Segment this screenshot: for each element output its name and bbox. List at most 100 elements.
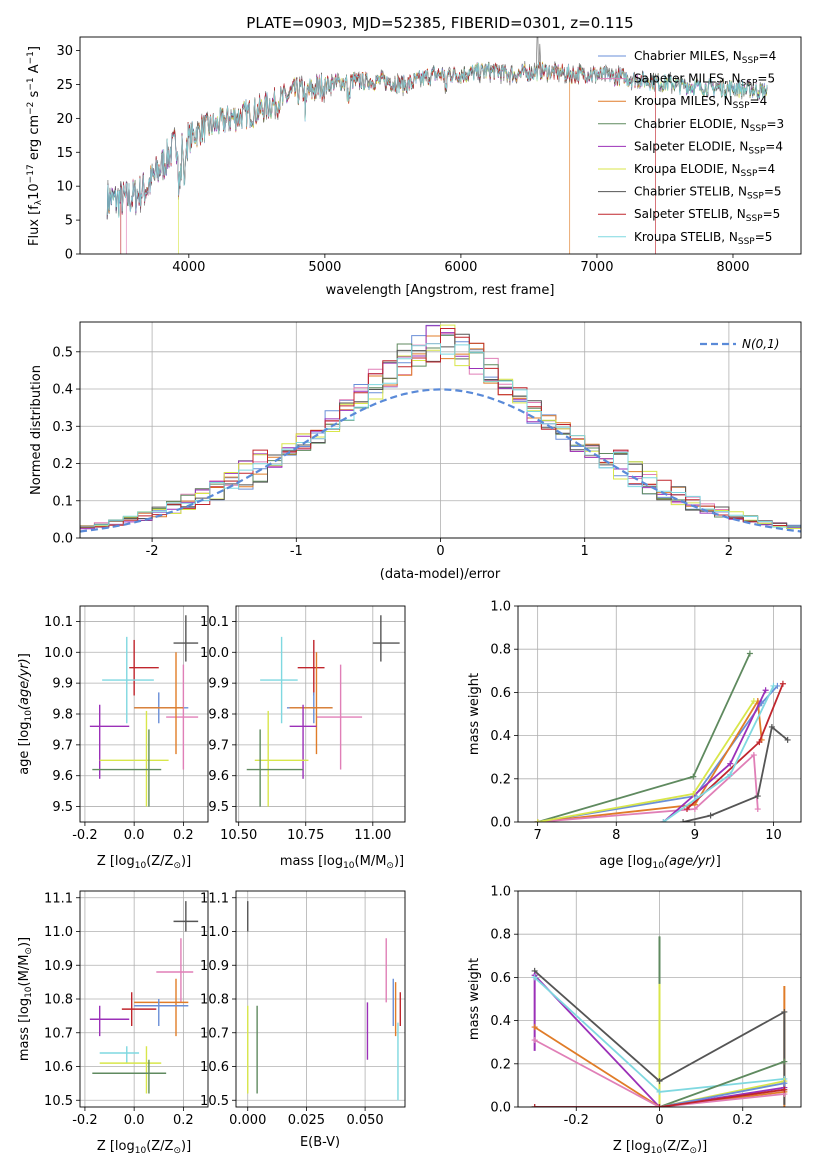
y-tick-label: 10.6: [200, 1060, 229, 1075]
label-part: )]: [181, 854, 191, 869]
axes-frame: [517, 605, 802, 823]
y-tick-label: 0.0: [490, 1101, 511, 1116]
subscript: SSP: [741, 79, 758, 89]
z-weight-x-label: Z [log10(Z/Z⊙)]: [613, 1139, 707, 1156]
subscript: ⊙: [24, 947, 34, 955]
spectrum-legend: Chabrier MILES, NSSP=4 Salpeter MILES, NS…: [598, 49, 784, 247]
y-tick-label: 9.6: [52, 769, 73, 784]
label-part: (age/yr): [664, 854, 716, 869]
legend-label: Salpeter ELODIE, NSSP=4: [634, 139, 783, 156]
subscript: ⊙: [689, 1146, 697, 1156]
y-tick-label: 0.2: [52, 457, 73, 472]
spectrum-model-line: [120, 62, 656, 254]
legend-value: =4: [750, 94, 768, 108]
legend-value: =5: [763, 207, 781, 221]
x-tick-label: 10.50: [220, 828, 257, 843]
y-tick-label: 0.4: [490, 729, 511, 744]
subscript: ⊙: [173, 1146, 181, 1156]
x-tick-label: 6000: [444, 260, 477, 275]
y-tick-label: 10.0: [44, 646, 73, 661]
age-weight-x-label: age [log10(age/yr)]: [599, 854, 721, 871]
plot-area: [246, 615, 400, 807]
residual-x-label: (data-model)/error: [380, 567, 501, 582]
subscript: SSP: [742, 56, 759, 66]
spectrum-x-label: wavelength [Angstrom, rest frame]: [326, 283, 555, 298]
x-tick-label: 0.2: [173, 1113, 194, 1128]
subscript: 10: [24, 986, 34, 998]
weight-marker: [781, 1058, 788, 1065]
label-part: erg cm: [27, 115, 42, 164]
y-tick-label: 0.0: [490, 816, 511, 831]
label-part: (age/yr): [17, 658, 32, 710]
y-tick-label: 0.8: [490, 643, 511, 658]
plot-area: [106, 37, 768, 254]
legend-value: =4: [757, 162, 775, 176]
legend-label: Chabrier STELIB, NSSP=5: [634, 185, 782, 202]
legend-label: Salpeter MILES, NSSP=5: [634, 72, 775, 89]
x-tick-label: 5000: [308, 260, 341, 275]
x-tick-label: 10.75: [287, 828, 324, 843]
y-tick-label: 20: [56, 112, 73, 127]
y-tick-label: 0.1: [52, 494, 73, 509]
y-tick-label: 10.0: [200, 646, 229, 661]
y-tick-label: 0: [65, 248, 73, 263]
label-part: s: [27, 90, 42, 101]
x-tick-label: 0.2: [732, 1113, 753, 1128]
axes-z_weight: -0.2 0 0.2 0.0 0.2 0.4 0.6 0.8 1.0: [490, 885, 802, 1128]
plot-area: [531, 936, 788, 1107]
label-part: )]: [17, 937, 32, 947]
superscript: −17: [26, 164, 36, 183]
y-tick-label: 10.9: [200, 959, 229, 974]
weight-marker: [768, 723, 775, 730]
weight-marker: [750, 698, 757, 705]
subscript: λ: [34, 199, 44, 205]
x-tick-label: 7000: [580, 260, 613, 275]
weight-line: [537, 753, 759, 822]
legend-label: Chabrier ELODIE, NSSP=3: [634, 117, 784, 134]
y-tick-label: 1.0: [490, 600, 511, 615]
label-part: (Z/Z: [146, 854, 173, 869]
weight-marker: [781, 1086, 788, 1093]
y-tick-label: 0.0: [52, 532, 73, 547]
y-tick-label: 11.1: [44, 891, 73, 906]
x-tick-label: 0.0: [124, 1113, 145, 1128]
weight-marker: [754, 806, 761, 813]
y-tick-label: 30: [56, 44, 73, 59]
y-tick-label: 0.6: [490, 971, 511, 986]
label-part: )]: [181, 1139, 191, 1154]
weight-marker: [531, 1037, 538, 1044]
weight-marker: [690, 773, 697, 780]
legend-label: Kroupa ELODIE, NSSP=4: [634, 162, 775, 179]
x-tick-label: 10: [765, 828, 782, 843]
legend-label: Salpeter STELIB, NSSP=5: [634, 207, 780, 224]
weight-line: [534, 1026, 785, 1107]
x-tick-label: 9: [691, 828, 699, 843]
y-tick-label: 10: [56, 180, 73, 195]
z-weight-y-label: mass weight: [467, 958, 482, 1040]
normal-curve: [80, 388, 801, 533]
weight-line: [533, 974, 785, 1107]
y-tick-label: 10.1: [44, 615, 73, 630]
axes-z_age: -0.2 0.0 0.2 9.5 9.6 9.7 9.8 9.9 10.0 10.1: [44, 605, 209, 843]
label-part: ]: [27, 46, 42, 51]
label-part: 10: [27, 183, 42, 200]
x-tick-label: 0.025: [288, 1113, 325, 1128]
weight-marker: [746, 650, 753, 657]
weight-marker: [534, 819, 541, 822]
y-tick-label: 9.5: [52, 800, 73, 815]
weight-marker: [750, 752, 757, 759]
weight-marker: [727, 760, 734, 767]
y-tick-label: 0.6: [490, 686, 511, 701]
label-part: ]: [716, 854, 721, 869]
legend-value: =4: [765, 139, 783, 153]
weight-marker: [531, 1104, 538, 1107]
y-tick-label: 10.5: [44, 1094, 73, 1109]
weight-marker: [756, 739, 763, 746]
weight-marker: [660, 819, 667, 822]
weight-marker: [680, 819, 687, 822]
axes-age_weight: 7 8 9 10 0.0 0.2 0.4 0.6 0.8 1.0: [490, 600, 802, 843]
z-mass-x-label: Z [log10(Z/Z⊙)]: [97, 1139, 191, 1156]
x-tick-label: 7: [534, 828, 542, 843]
